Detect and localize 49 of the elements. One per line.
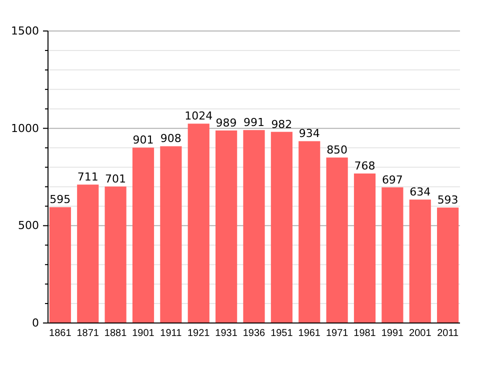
bar bbox=[132, 148, 154, 323]
data-label: 634 bbox=[410, 186, 431, 199]
data-label: 711 bbox=[77, 170, 98, 184]
x-tick-label: 1931 bbox=[215, 328, 238, 340]
bar bbox=[188, 124, 210, 323]
x-tick-label: 1871 bbox=[76, 328, 100, 340]
x-tick-label: 1881 bbox=[104, 328, 128, 340]
bar bbox=[409, 200, 431, 323]
bar bbox=[354, 173, 376, 323]
bar bbox=[270, 132, 292, 323]
data-label: 934 bbox=[298, 127, 320, 140]
data-label: 593 bbox=[437, 194, 458, 207]
bar bbox=[326, 158, 348, 323]
data-label: 982 bbox=[271, 118, 292, 131]
bar bbox=[160, 146, 182, 323]
x-tick-label: 1971 bbox=[326, 328, 349, 340]
data-label: 697 bbox=[382, 173, 403, 186]
bar bbox=[216, 130, 238, 323]
x-tick-label: 1981 bbox=[354, 328, 376, 340]
y-tick-label: 500 bbox=[18, 219, 39, 232]
x-tick-label: 1961 bbox=[298, 328, 321, 340]
x-tick-label: 2011 bbox=[437, 328, 459, 340]
x-tick-label: 1991 bbox=[381, 328, 404, 340]
bar bbox=[77, 184, 99, 323]
y-tick-label: 1000 bbox=[11, 122, 39, 135]
x-tick-label: 1921 bbox=[188, 328, 210, 340]
data-label: 1024 bbox=[184, 110, 213, 123]
data-label: 850 bbox=[326, 144, 348, 157]
x-tick-label: 1911 bbox=[160, 328, 182, 340]
data-label: 908 bbox=[160, 132, 182, 146]
data-label: 701 bbox=[105, 172, 126, 186]
x-tick-label: 1936 bbox=[242, 328, 266, 340]
x-tick-label: 1861 bbox=[49, 328, 72, 340]
bar bbox=[49, 207, 71, 323]
bar bbox=[243, 130, 265, 323]
bar bbox=[382, 187, 404, 323]
bar bbox=[104, 186, 126, 323]
data-label: 989 bbox=[216, 116, 237, 130]
bar bbox=[437, 208, 459, 323]
data-label: 768 bbox=[354, 159, 376, 172]
y-tick-label: 0 bbox=[32, 316, 39, 330]
x-tick-label: 2001 bbox=[409, 328, 432, 340]
data-label: 991 bbox=[244, 116, 264, 130]
x-tick-label: 1901 bbox=[132, 328, 155, 340]
y-tick-label: 1500 bbox=[11, 24, 39, 38]
x-tick-label: 1951 bbox=[270, 328, 294, 340]
bar bbox=[298, 141, 320, 323]
data-label: 595 bbox=[50, 193, 71, 206]
data-label: 901 bbox=[132, 134, 154, 147]
